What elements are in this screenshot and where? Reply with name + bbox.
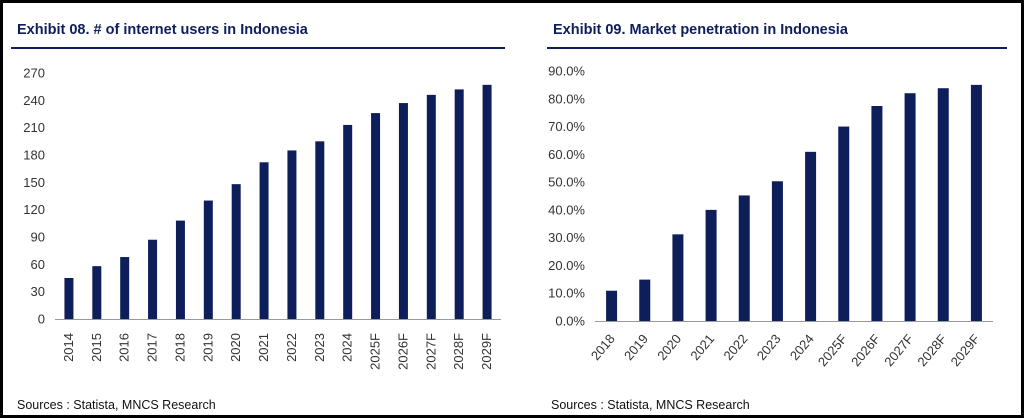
bar [287,150,297,319]
bar [904,93,916,321]
x-tick-label: 2022 [284,333,299,362]
exhibit-09-chart: 0.0% 10.0% 20.0% 30.0% 40.0% 50.0% 60.0% 70.0% 8… [548,64,993,369]
bar [606,290,618,321]
bar [371,113,381,319]
y-tick-label: 60.0% [548,147,585,162]
bar [203,200,213,319]
y-tick-label: 90.0% [548,64,585,79]
bar [738,195,750,321]
x-tick-label: 2021 [256,333,271,362]
x-tick-label: 2027F [881,331,916,369]
y-tick-label: 0 [38,312,45,327]
exhibit-09-title: Exhibit 09. Market penetration in Indone… [553,22,848,38]
exhibit-09-source: Sources : Statista, MNCS Research [551,398,750,412]
x-tick-label: 2020 [228,333,243,362]
bar [148,239,158,319]
y-tick-label: 50.0% [548,175,585,190]
bar [120,257,130,319]
y-tick-label: 180 [23,148,45,163]
bar [937,88,949,321]
y-tick-label: 120 [23,202,45,217]
x-tick-label: 2027F [423,333,438,370]
bar [482,84,492,319]
bar [705,209,717,321]
exhibit-09-title-rule [547,47,1007,49]
bar [771,181,783,321]
x-tick-label: 2024 [340,333,355,362]
x-tick-label: 2020 [654,331,684,363]
bar [838,126,850,321]
x-tick-label: 2029F [948,331,983,369]
y-tick-label: 20.0% [548,258,585,273]
report-frame: Exhibit 08. # of internet users in Indon… [3,3,1021,415]
bar [231,184,241,319]
x-tick-label: 2018 [172,333,187,362]
y-tick-label: 30.0% [548,230,585,245]
x-tick-label: 2024 [787,331,817,363]
exhibit-08-title: Exhibit 08. # of internet users in Indon… [17,22,308,38]
x-tick-label: 2014 [61,333,76,362]
bar [315,141,325,319]
y-tick-label: 150 [23,175,45,190]
y-tick-label: 70.0% [548,119,585,134]
y-tick-label: 210 [23,120,45,135]
y-tick-label: 80.0% [548,91,585,106]
exhibit-09-panel: Exhibit 09. Market penetration in Indone… [533,3,1021,415]
x-tick-label: 2025F [368,333,383,370]
bar [64,278,74,319]
x-tick-label: 2015 [89,333,104,362]
x-tick-label: 2023 [312,333,327,362]
x-tick-label: 2017 [145,333,160,362]
exhibit-08-chart: 0 30 60 90 120 150 180 210 240 270 2014 2015 2016 201… [23,66,501,370]
bar [454,89,464,320]
x-tick-label: 2016 [117,333,132,362]
x-tick-label: 2028F [914,331,949,369]
y-tick-label: 10.0% [548,286,585,301]
x-tick-label: 2019 [200,333,215,362]
exhibit-08-panel: Exhibit 08. # of internet users in Indon… [3,3,521,415]
exhibit-08-source: Sources : Statista, MNCS Research [17,398,216,412]
x-tick-label: 2018 [588,331,618,363]
bar [398,103,408,319]
bar [426,94,436,319]
y-tick-label: 90 [31,230,45,245]
bar [259,162,269,319]
bar [970,84,982,321]
y-tick-label: 270 [23,66,45,81]
y-tick-label: 60 [31,257,45,272]
y-tick-label: 240 [23,93,45,108]
bar [92,266,102,319]
x-tick-label: 2019 [621,331,651,363]
y-tick-label: 40.0% [548,202,585,217]
y-tick-label: 30 [31,284,45,299]
x-tick-label: 2025F [815,331,850,369]
x-tick-label: 2022 [720,331,750,363]
exhibit-08-title-rule [11,47,505,49]
y-tick-label: 0.0% [555,314,585,329]
bar [871,106,883,321]
x-tick-label: 2023 [754,331,784,363]
bar [672,234,684,321]
x-tick-label: 2026F [848,331,883,369]
x-tick-label: 2021 [687,331,717,363]
bar [343,124,353,319]
x-tick-label: 2029F [479,333,494,370]
x-tick-label: 2028F [451,333,466,370]
x-tick-label: 2026F [395,333,410,370]
bar [639,279,651,321]
bar [175,220,185,319]
bar [805,151,817,321]
